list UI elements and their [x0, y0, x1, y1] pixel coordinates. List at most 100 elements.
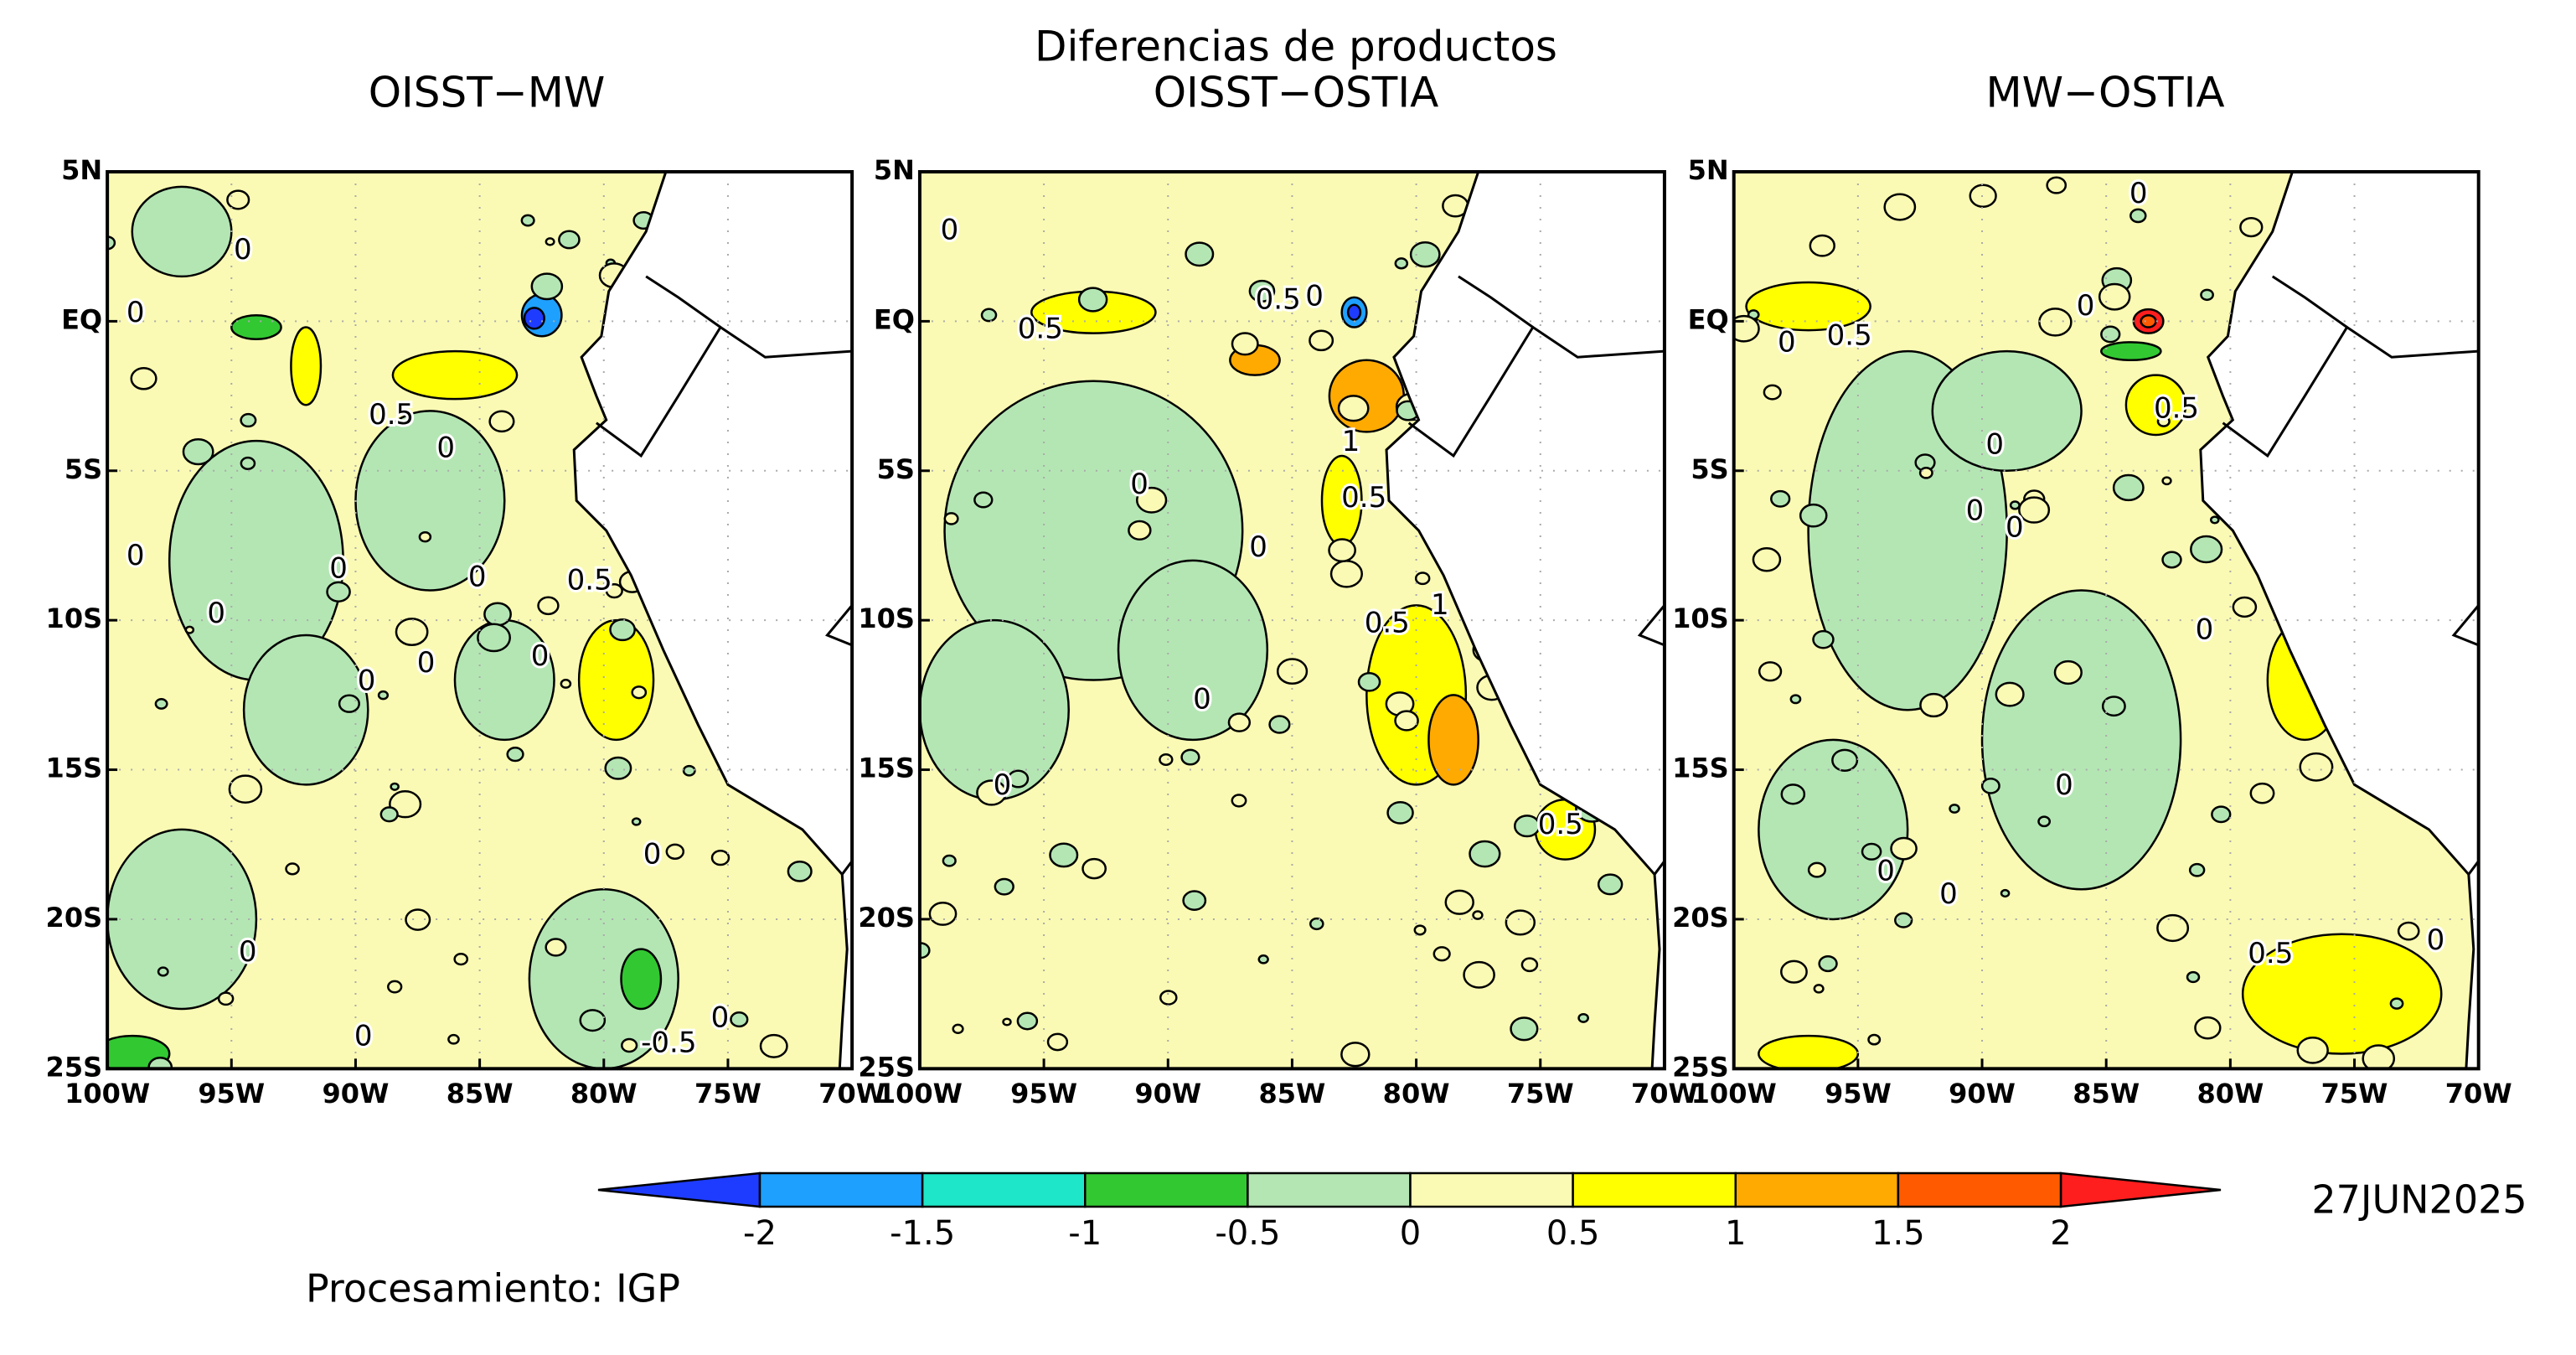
contour-loop — [2397, 921, 2420, 941]
contour-label: 0.5 — [2248, 937, 2293, 970]
field-patch — [391, 349, 519, 401]
contour-loop — [338, 694, 360, 713]
contour-label: 0.5 — [1341, 481, 1386, 515]
x-tick-label: 80W — [1383, 1078, 1450, 1109]
field-patch — [2241, 933, 2443, 1055]
y-tick-label: 5S — [877, 453, 915, 485]
contour-label: 0 — [239, 935, 257, 969]
contour-loop — [1337, 395, 1370, 422]
y-tick-label: EQ — [61, 303, 102, 335]
contour-loop — [730, 1011, 749, 1028]
contour-loop — [2296, 1036, 2329, 1064]
contour-loop — [2129, 208, 2147, 224]
colorbar-box — [1734, 1171, 1900, 1208]
field-patch — [2124, 374, 2187, 437]
y-tick-label: 15S — [1672, 752, 1729, 784]
panel-title: MW−OSTIA — [1985, 69, 2224, 117]
contour-loop — [1444, 889, 1474, 915]
y-tick-label: EQ — [1688, 303, 1729, 335]
contour-loop — [285, 862, 300, 876]
y-tick-label: 25S — [46, 1051, 103, 1083]
contour-label: -0.5 — [641, 1026, 696, 1059]
contour-loop — [2239, 216, 2264, 238]
contour-loop — [1248, 279, 1276, 303]
y-tick-label: 10S — [46, 603, 103, 634]
field-patch — [230, 314, 282, 341]
field-patch — [1758, 1034, 1860, 1069]
contour-label: 0.5 — [369, 398, 414, 432]
contour-loop — [2249, 782, 2275, 804]
colorbar-label: -0.5 — [1215, 1214, 1280, 1253]
field-patch — [1931, 349, 2083, 473]
contour-loop — [2098, 282, 2131, 311]
contour-loop — [682, 764, 696, 777]
contour-label: 1 — [1342, 425, 1360, 458]
colorbar-box — [1084, 1171, 1249, 1208]
x-tick-label: 95W — [1825, 1078, 1892, 1109]
border — [1637, 604, 1665, 647]
contour-loop — [976, 779, 1007, 806]
y-tick-label: 5S — [65, 453, 102, 485]
colorbar-extension — [597, 1171, 761, 1208]
border — [645, 275, 721, 328]
contour-loop — [1433, 946, 1451, 962]
colorbar-label: -2 — [743, 1214, 777, 1253]
colorbar-extension — [2059, 1171, 2222, 1208]
field-patch — [1745, 281, 1871, 332]
contour-loop — [2156, 913, 2190, 943]
x-tick-label: 90W — [1949, 1078, 2016, 1109]
contour-loop — [1812, 629, 1835, 649]
border — [2467, 769, 2479, 876]
contour-loop — [2161, 476, 2172, 486]
contour-loop — [1919, 692, 1949, 718]
contour-label: 0 — [468, 560, 487, 593]
y-tick-label: 15S — [46, 752, 103, 784]
contour-label: 0 — [354, 1019, 373, 1052]
contour-loop — [506, 746, 524, 763]
contour-loop — [1883, 193, 1917, 221]
y-tick-label: 5N — [1688, 154, 1729, 186]
contour-loop — [1469, 840, 1501, 868]
contour-loop — [1231, 794, 1247, 808]
contour-loop — [2046, 176, 2068, 194]
contour-loop — [2038, 308, 2073, 337]
contour-loop — [1394, 257, 1409, 270]
contour-label: 0 — [1130, 468, 1149, 501]
panel-title: OISST−MW — [369, 69, 606, 117]
x-tick-label: 75W — [694, 1078, 761, 1109]
contour-loop — [1831, 748, 1859, 772]
contour-label: 0 — [531, 639, 550, 673]
x-tick-label: 70W — [1631, 1078, 1698, 1109]
contour-loop — [1780, 959, 1808, 984]
colorbar-label: -1 — [1068, 1214, 1102, 1253]
contour-loop — [1257, 954, 1269, 965]
contour-loop — [2190, 535, 2223, 564]
contour-loop — [326, 581, 351, 603]
contour-label: 0 — [417, 646, 436, 680]
y-tick-label: 20S — [1672, 902, 1729, 934]
contour-loop — [1861, 842, 1882, 861]
contour-label: 0.5 — [1018, 313, 1063, 346]
contour-loop — [1007, 769, 1030, 789]
land — [572, 172, 853, 1069]
contour-loop — [621, 1037, 638, 1053]
contour-loop — [2194, 1016, 2222, 1040]
colorbar-label: 2 — [2050, 1214, 2071, 1253]
credit: Procesamiento: IGP — [306, 1266, 680, 1311]
x-tick-label: 95W — [198, 1078, 265, 1109]
map — [919, 172, 1665, 1069]
contour-loop — [530, 272, 564, 301]
contour-loop — [1409, 240, 1441, 268]
contour-loop — [184, 625, 195, 634]
date: 27JUN2025 — [2311, 1177, 2527, 1223]
colorbar-label: 1.5 — [1871, 1214, 1925, 1253]
contour-loop — [1780, 784, 1806, 805]
field-patch — [1346, 303, 1362, 321]
x-tick-label: 85W — [1259, 1078, 1326, 1109]
contour-loop — [1597, 873, 1624, 896]
panel-title: OISST−OSTIA — [1154, 69, 1439, 117]
contour-label: 0 — [2196, 613, 2214, 646]
contour-label: 0.5 — [567, 563, 612, 597]
contour-loop — [1309, 329, 1334, 352]
contour-loop — [2362, 1044, 2396, 1069]
